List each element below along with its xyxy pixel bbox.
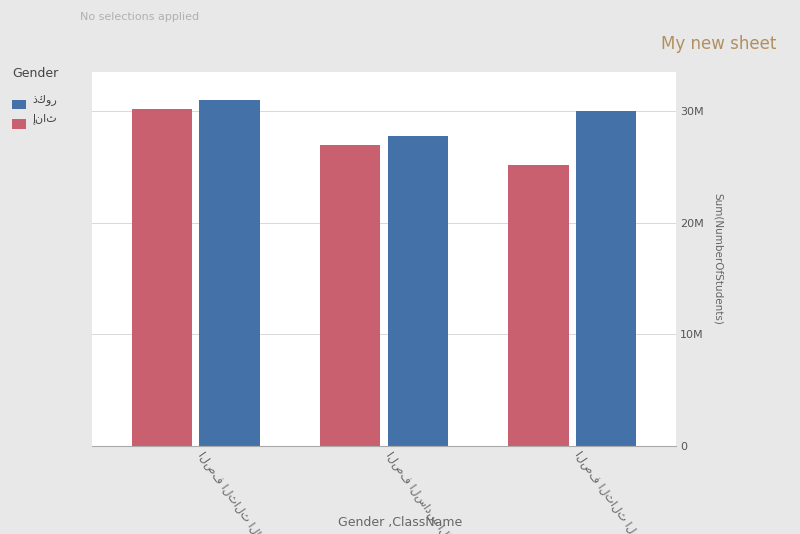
Text: Gender ,ClassName: Gender ,ClassName: [338, 516, 462, 529]
Text: إناث: إناث: [33, 114, 58, 124]
Bar: [576, 111, 637, 446]
Text: My new sheet: My new sheet: [661, 35, 776, 53]
Bar: [320, 145, 380, 446]
Y-axis label: Sum(NumberOfStudents): Sum(NumberOfStudents): [714, 193, 723, 325]
Text: Gender: Gender: [12, 67, 58, 80]
Bar: [131, 109, 192, 446]
Text: No selections applied: No selections applied: [81, 12, 199, 22]
Text: ذكور: ذكور: [33, 94, 58, 105]
Bar: [388, 136, 448, 446]
Bar: [199, 100, 260, 446]
Bar: [508, 164, 569, 446]
